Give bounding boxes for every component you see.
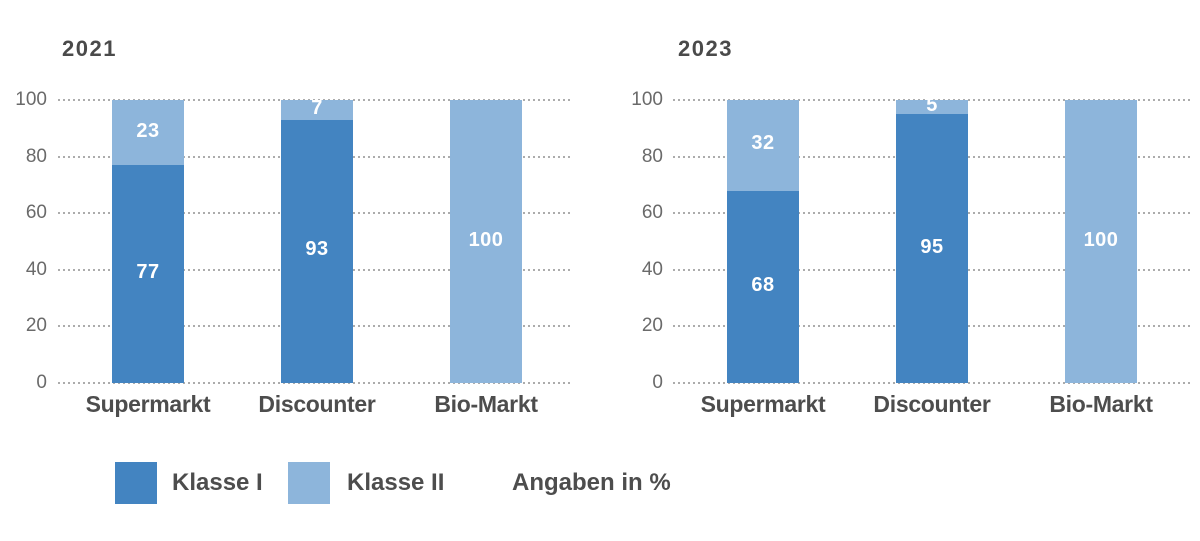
bar-segment-klasse-ii-discounter: 5: [896, 94, 968, 116]
y-tick-label: 80: [25, 145, 47, 167]
y-tick-label: 100: [15, 89, 47, 110]
gridline-y0: [58, 382, 572, 384]
legend-swatch-klasse-ii: [288, 462, 330, 504]
category-label-supermarkt: Supermarkt: [85, 391, 211, 417]
category-label-bio-markt: Bio-Markt: [434, 391, 538, 417]
bar-segment-klasse-ii-discounter: 7: [281, 96, 353, 120]
segment-value-label: 7: [311, 96, 323, 119]
bar-segment-klasse-ii-bio-markt: 100: [450, 100, 522, 383]
category-label-supermarkt: Supermarkt: [700, 391, 826, 417]
segment-value-label: 93: [305, 238, 329, 261]
bar-segment-klasse-ii-bio-markt: 100: [1065, 100, 1137, 383]
y-tick-label: 60: [641, 202, 663, 224]
category-label-discounter: Discounter: [258, 391, 376, 417]
segment-value-label: 77: [136, 261, 160, 284]
bar-segment-klasse-i-supermarkt: 68: [727, 190, 799, 383]
segment-value-label: 95: [920, 235, 944, 258]
y-tick-label: 0: [652, 372, 663, 393]
category-label-bio-markt: Bio-Markt: [1049, 391, 1153, 417]
category-label-discounter: Discounter: [873, 391, 991, 417]
y-tick-label: 20: [25, 315, 47, 337]
bar-segment-klasse-i-supermarkt: 77: [112, 165, 184, 383]
y-tick-label: 0: [36, 372, 47, 393]
y-tick-label: 100: [631, 89, 663, 110]
bar-segment-klasse-i-discounter: 95: [896, 114, 968, 383]
y-tick-label: 40: [641, 258, 663, 280]
segment-value-label: 5: [926, 94, 938, 117]
y-tick-label: 20: [641, 315, 663, 337]
bar-segment-klasse-i-discounter: 93: [281, 119, 353, 383]
segment-value-label: 100: [1083, 228, 1119, 251]
legend-swatch-klasse-i: [115, 462, 157, 504]
segment-value-label: 23: [136, 119, 160, 142]
bar-segment-klasse-ii-supermarkt: 23: [112, 100, 184, 166]
bar-segment-klasse-ii-supermarkt: 32: [727, 100, 799, 191]
gridline-y0: [673, 382, 1190, 384]
y-tick-label: 80: [641, 145, 663, 167]
legend-label-klasse-ii: Klasse II: [347, 469, 445, 496]
segment-value-label: 68: [751, 273, 775, 296]
segment-value-label: 100: [468, 228, 504, 251]
segment-value-label: 32: [751, 132, 775, 155]
chart-title-2021: 2021: [62, 36, 117, 61]
legend-label-klasse-i: Klasse I: [172, 469, 263, 496]
y-tick-label: 40: [25, 258, 47, 280]
chart-title-2023: 2023: [678, 36, 733, 61]
legend-note-angaben: Angaben in %: [512, 469, 671, 496]
y-tick-label: 60: [25, 202, 47, 224]
